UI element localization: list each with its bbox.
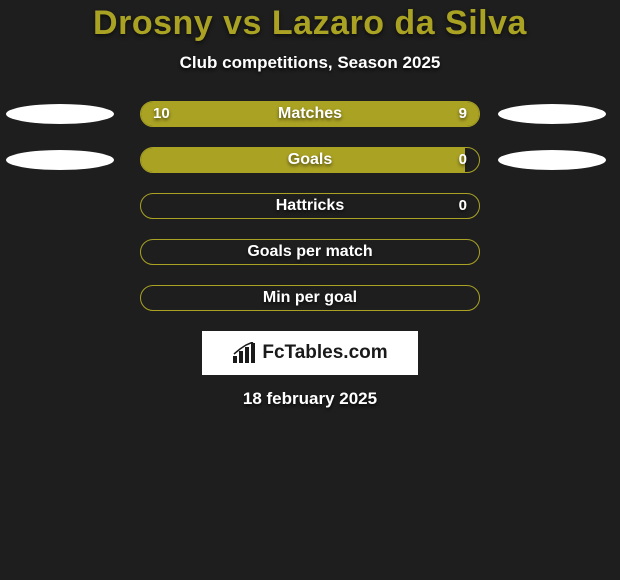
player-right-marker	[498, 104, 606, 124]
stat-label: Goals	[141, 148, 479, 172]
stat-bar: Goals per match	[140, 239, 480, 265]
stat-bar: Min per goal	[140, 285, 480, 311]
stat-row: Matches10 9	[0, 101, 620, 127]
stat-label: Matches	[141, 102, 479, 126]
subtitle: Club competitions, Season 2025	[0, 53, 620, 73]
stat-bar: Matches10 9	[140, 101, 480, 127]
stat-value-right: 0	[459, 148, 467, 172]
stat-label: Min per goal	[141, 286, 479, 310]
player-left-marker	[6, 150, 114, 170]
stats-comparison-card: Drosny vs Lazaro da Silva Club competiti…	[0, 0, 620, 409]
stat-row: Hattricks0	[0, 193, 620, 219]
stat-value-right: 9	[459, 102, 467, 126]
stat-row: Goals0	[0, 147, 620, 173]
source-logo: FcTables.com	[202, 331, 418, 375]
stat-row: Min per goal	[0, 285, 620, 311]
stat-label: Hattricks	[141, 194, 479, 218]
stat-label: Goals per match	[141, 240, 479, 264]
date-label: 18 february 2025	[0, 389, 620, 409]
logo-text: FcTables.com	[262, 342, 387, 364]
stat-row: Goals per match	[0, 239, 620, 265]
bar-chart-icon	[232, 342, 258, 364]
stat-value-left: 10	[153, 102, 170, 126]
page-title: Drosny vs Lazaro da Silva	[0, 4, 620, 43]
player-right-marker	[498, 150, 606, 170]
stat-rows: Matches109Goals0Hattricks0Goals per matc…	[0, 101, 620, 311]
stat-bar: Hattricks0	[140, 193, 480, 219]
stat-bar: Goals0	[140, 147, 480, 173]
player-left-marker	[6, 104, 114, 124]
stat-value-right: 0	[459, 194, 467, 218]
